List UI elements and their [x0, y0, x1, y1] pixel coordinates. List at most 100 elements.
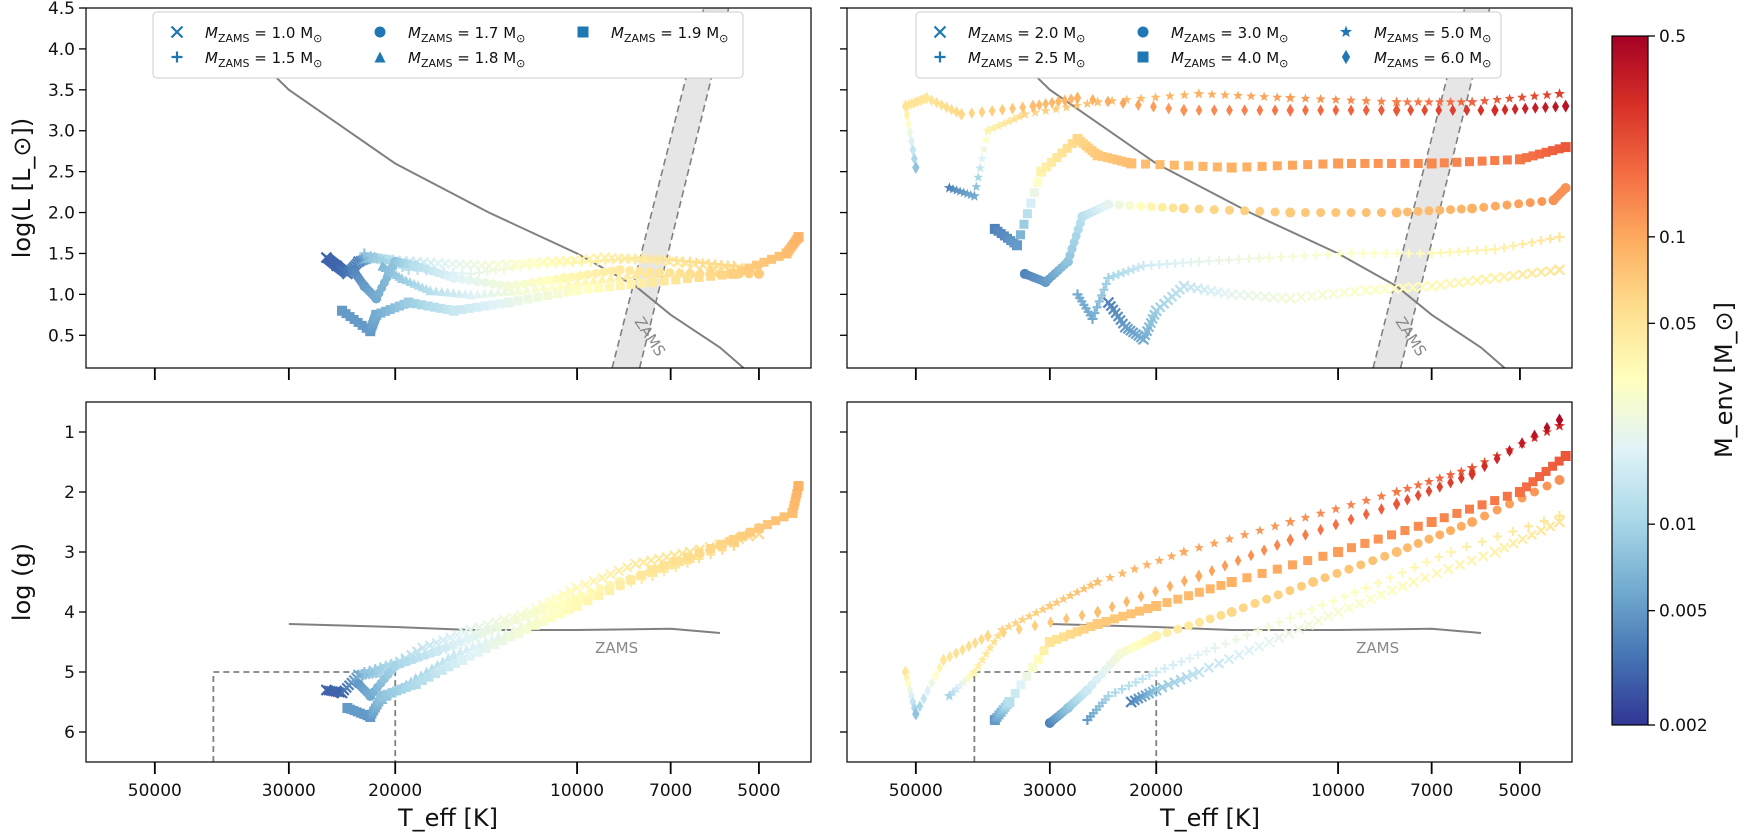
y-axis-label-top: log(L [L_⊙])	[8, 118, 36, 259]
data-point	[1242, 162, 1252, 172]
data-point	[1446, 205, 1456, 215]
data-point	[938, 99, 945, 111]
data-point	[555, 279, 565, 289]
data-point	[1097, 151, 1107, 161]
data-point	[606, 272, 616, 282]
data-point	[948, 183, 958, 194]
data-point	[1184, 591, 1194, 601]
data-point	[507, 286, 517, 296]
data-point	[392, 686, 402, 696]
data-point	[522, 284, 532, 294]
data-point	[1117, 568, 1128, 578]
data-point	[1296, 581, 1306, 591]
data-point	[1178, 203, 1189, 214]
data-point	[1103, 691, 1114, 701]
data-point	[370, 664, 380, 674]
data-point	[464, 303, 474, 313]
data-point	[1065, 590, 1076, 600]
data-point	[530, 620, 540, 630]
series-plus	[1072, 232, 1565, 324]
legend-label: MZAMS = 6.0 M⊙	[1374, 49, 1491, 70]
panel-bottom-left: ZAMS 50000 30000 20000 10000 7000 5000 1 2 3 4 5 6	[64, 401, 812, 801]
data-point	[1253, 626, 1263, 636]
data-point	[1445, 96, 1456, 107]
data-point	[1464, 504, 1474, 514]
zams-text: ZAMS	[595, 639, 638, 657]
y-tick-label: 5	[64, 663, 75, 683]
data-point	[1135, 606, 1145, 616]
data-point	[682, 274, 692, 284]
data-point	[908, 135, 915, 148]
data-point	[443, 287, 453, 297]
x-tick-label: 10000	[550, 781, 604, 801]
series-circle	[1019, 183, 1571, 288]
data-point	[543, 275, 553, 285]
data-point	[1125, 201, 1135, 211]
data-point	[1242, 573, 1252, 583]
data-point	[1545, 521, 1556, 532]
data-point	[1422, 557, 1432, 567]
data-point	[1436, 481, 1444, 493]
data-point	[1499, 243, 1509, 253]
series-triangle	[377, 260, 717, 300]
data-point	[981, 648, 992, 659]
data-point	[1039, 646, 1049, 656]
data-point	[1234, 554, 1242, 567]
legend-entry: MZAMS = 1.9 M⊙	[577, 24, 728, 45]
data-point	[472, 277, 482, 287]
data-point	[980, 134, 991, 145]
data-point	[1015, 230, 1025, 240]
data-point	[481, 643, 491, 653]
legend-entry: MZAMS = 5.0 M⊙	[1339, 24, 1491, 45]
data-point	[1180, 103, 1188, 117]
data-point	[403, 297, 414, 308]
data-point	[1552, 100, 1559, 113]
data-point	[1029, 188, 1039, 198]
data-point	[500, 286, 510, 296]
data-point	[1231, 634, 1241, 644]
data-point	[912, 161, 920, 175]
data-point	[1246, 91, 1257, 101]
data-point	[1536, 236, 1546, 246]
data-point	[1300, 93, 1311, 103]
data-point	[495, 280, 505, 290]
data-point	[589, 275, 599, 285]
data-point	[1247, 549, 1255, 562]
data-point	[1468, 467, 1476, 481]
data-point	[1155, 160, 1165, 170]
data-point	[1300, 251, 1310, 261]
data-point	[1296, 609, 1306, 619]
data-point	[1285, 586, 1295, 596]
data-point	[1358, 248, 1368, 258]
data-point	[1360, 583, 1371, 593]
data-point	[1051, 103, 1061, 114]
data-point	[1415, 248, 1425, 258]
data-point	[1044, 637, 1055, 647]
data-point	[1535, 149, 1545, 159]
data-point	[1531, 429, 1538, 442]
data-point	[417, 676, 427, 686]
data-point	[1147, 202, 1157, 212]
data-point	[1040, 105, 1051, 116]
data-point	[552, 289, 562, 299]
data-point	[1137, 590, 1145, 603]
data-point	[539, 282, 549, 292]
data-point	[1356, 560, 1366, 570]
data-point	[410, 679, 421, 689]
data-point	[671, 275, 681, 285]
data-point	[1138, 674, 1148, 684]
data-point	[1010, 688, 1020, 698]
data-point	[988, 105, 996, 117]
colorbar-tick-label: 0.01	[1659, 515, 1697, 535]
data-point	[1392, 248, 1402, 258]
data-point	[1466, 462, 1478, 473]
plot-area	[212, 8, 804, 368]
data-point	[1447, 476, 1454, 489]
data-point	[1065, 629, 1075, 639]
data-point	[1530, 487, 1540, 497]
data-point	[480, 278, 490, 288]
data-point	[1524, 521, 1534, 531]
data-point	[1339, 592, 1349, 602]
data-point	[659, 561, 669, 571]
data-point	[1489, 272, 1501, 284]
